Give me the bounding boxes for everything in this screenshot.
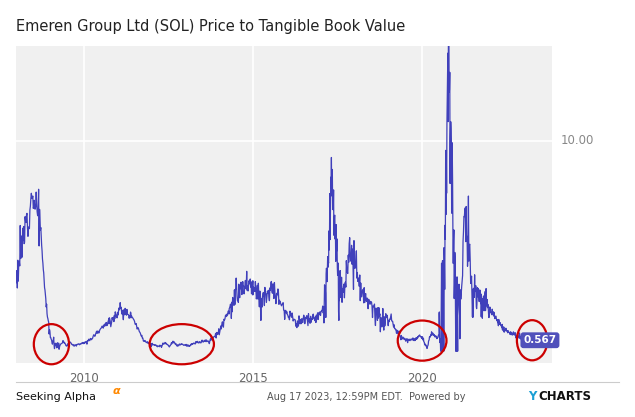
Text: Emeren Group Ltd (SOL) Price to Tangible Book Value: Emeren Group Ltd (SOL) Price to Tangible… <box>16 19 405 34</box>
Text: 10.00: 10.00 <box>561 134 594 148</box>
Text: Y: Y <box>528 390 537 404</box>
Text: CHARTS: CHARTS <box>538 390 591 404</box>
Text: Seeking Alpha: Seeking Alpha <box>16 392 96 402</box>
Text: Aug 17 2023, 12:59PM EDT.  Powered by: Aug 17 2023, 12:59PM EDT. Powered by <box>267 392 469 402</box>
Text: α: α <box>113 386 121 396</box>
Text: 0.567: 0.567 <box>523 335 556 345</box>
